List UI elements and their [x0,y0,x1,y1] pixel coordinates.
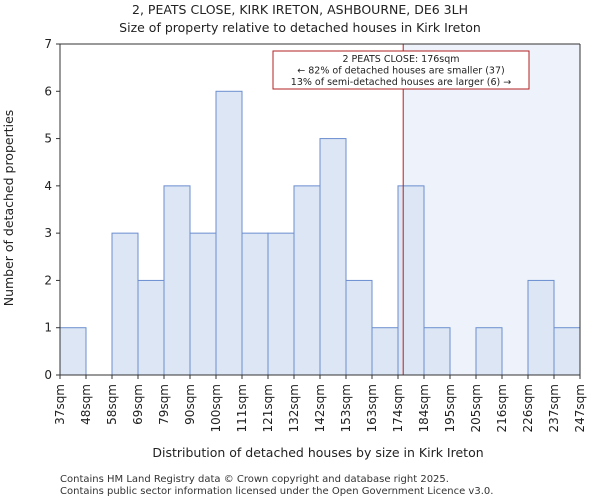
x-tick-label: 247sqm [573,384,587,432]
bar [475,327,503,376]
x-tick-label: 142sqm [313,384,327,432]
x-ticks-group: 37sqm 48sqm 58sqm 69sqm 79sqm 90sqm 100sqm 111s… [53,375,587,432]
bar [59,327,87,376]
x-tick-label: 195sqm [443,384,457,432]
y-axis-label: Number of detached properties [1,110,16,307]
bar [111,232,139,376]
bar [371,327,399,376]
annotation-text: 13% of semi-detached houses are larger (… [291,77,511,88]
y-tick-label: 2 [44,273,52,287]
x-tick-label: 226sqm [521,384,535,432]
bar [397,185,425,376]
bar [319,138,347,376]
marker-group: 2 PEATS CLOSE: 176sqm← 82% of detached h… [272,44,530,375]
x-tick-label: 69sqm [131,384,145,425]
x-tick-label: 37sqm [53,384,67,425]
bar [215,90,243,376]
annotation-text: 2 PEATS CLOSE: 176sqm [342,54,459,65]
bars-group [59,90,581,376]
bar [267,232,295,376]
bar [553,327,581,376]
x-tick-label: 111sqm [235,384,249,432]
y-ticks-group: 0 1 2 3 4 5 6 7 [44,37,60,382]
annotation-box [272,50,530,90]
y-tick-label: 1 [44,321,52,335]
x-tick-label: 205sqm [469,384,483,432]
bar [423,327,451,376]
bar [293,185,321,376]
y-tick-label: 4 [44,179,52,193]
bar [137,279,165,376]
footer-line-1: Contains HM Land Registry data © Crown c… [60,474,449,485]
y-tick-label: 6 [44,84,52,98]
x-tick-label: 174sqm [391,384,405,432]
x-tick-label: 184sqm [417,384,431,432]
x-tick-label: 79sqm [157,384,171,425]
x-tick-label: 121sqm [261,384,275,432]
x-tick-label: 48sqm [79,384,93,425]
x-tick-label: 90sqm [183,384,197,425]
x-tick-label: 216sqm [495,384,509,432]
x-tick-label: 153sqm [339,384,353,432]
x-tick-label: 163sqm [365,384,379,432]
bar [527,279,555,376]
x-axis-label: Distribution of detached houses by size … [152,445,483,460]
x-tick-label: 100sqm [209,384,223,432]
bar [163,185,191,376]
y-tick-label: 7 [44,37,52,51]
chart-subtitle: Size of property relative to detached ho… [119,20,481,35]
x-tick-label: 58sqm [105,384,119,425]
x-tick-label: 237sqm [547,384,561,432]
x-tick-label: 132sqm [287,384,301,432]
footer-line-2: Contains public sector information licen… [60,486,493,497]
y-tick-label: 3 [44,226,52,240]
annotation-text: ← 82% of detached houses are smaller (37… [297,66,504,77]
y-tick-label: 5 [44,132,52,146]
bar [189,232,217,376]
bar [345,279,373,376]
chart-title: 2, PEATS CLOSE, KIRK IRETON, ASHBOURNE, … [132,2,468,17]
y-tick-label: 0 [44,368,52,382]
bar [241,232,269,376]
